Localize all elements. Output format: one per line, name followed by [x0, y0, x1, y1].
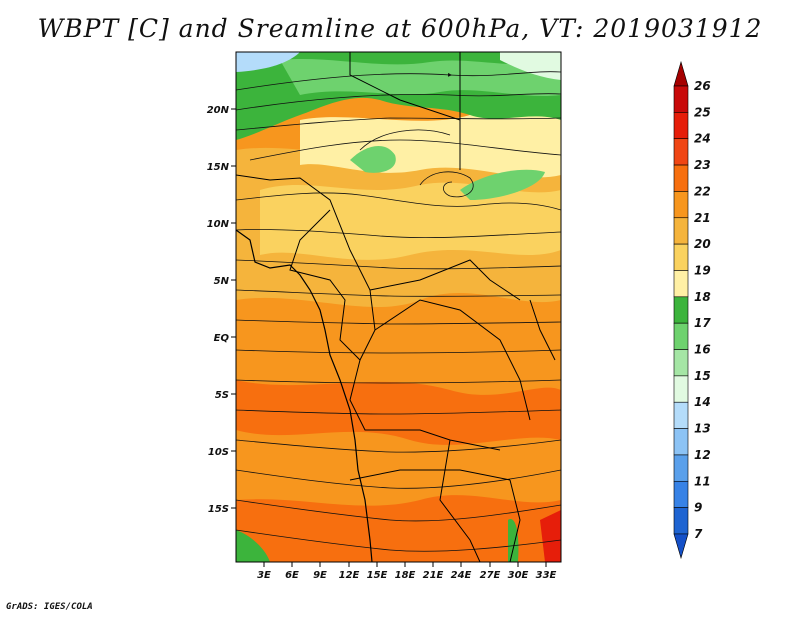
lon-tick-6e: 6E [285, 562, 299, 581]
colorbar-swatch [673, 138, 689, 166]
colorbar-label: 9 [694, 501, 702, 515]
colorbar-label: 22 [694, 184, 711, 198]
lon-tick-30e: 30E [508, 562, 529, 581]
colorbar-swatch [673, 375, 689, 403]
wbpt-region-21b [236, 430, 561, 506]
wbpt-region-17se [508, 519, 519, 562]
wbpt-region-13 [236, 52, 300, 72]
lat-label: EQ [214, 333, 230, 344]
colorbar-label: 11 [694, 474, 711, 488]
lon-tick-3e: 3E [257, 562, 271, 581]
wbpt-region-15 [500, 52, 561, 80]
lon-label: 12E [339, 570, 360, 581]
colorbar-swatch [673, 507, 689, 535]
colorbar-label: 26 [694, 79, 711, 93]
lon-label: 3E [257, 570, 271, 581]
colorbar-swatch [673, 428, 689, 456]
lon-label: 30E [508, 570, 529, 581]
wbpt-region-16b [350, 145, 396, 173]
lat-label: 10S [208, 447, 229, 458]
colorbar-label: 16 [694, 343, 711, 357]
colorbar-label: 13 [694, 422, 711, 436]
colorbar-swatch [673, 454, 689, 482]
map-plot-area [236, 52, 561, 562]
credit-text: GrADS: IGES/COLA [6, 602, 93, 612]
coastline [236, 229, 373, 562]
colorbar-label: 20 [694, 237, 711, 251]
lon-label: 6E [285, 570, 299, 581]
lat-tick-eq: EQ [214, 333, 236, 344]
colorbar-label: 18 [694, 290, 711, 304]
colorbar-swatch [673, 164, 689, 192]
colorbar-swatch [673, 217, 689, 245]
colorbar-label: 7 [694, 527, 703, 541]
colorbar-swatch [673, 296, 689, 324]
lat-tick-10n: 10N [207, 219, 236, 230]
lat-tick-15s: 15S [208, 504, 236, 515]
wbpt-region-16c [460, 169, 545, 200]
lat-tick-5n: 5N [214, 276, 236, 287]
colorbar-label: 25 [694, 105, 711, 119]
colorbar-swatch [673, 191, 689, 219]
colorbar-swatch [673, 349, 689, 377]
lat-label: 10N [207, 219, 230, 230]
lon-label: 9E [313, 570, 327, 581]
colorbar-label: 15 [694, 369, 711, 383]
colorbar-label: 23 [694, 158, 711, 172]
lon-tick-9e: 9E [313, 562, 327, 581]
lon-tick-12e: 12E [339, 562, 360, 581]
lat-tick-20n: 20N [207, 105, 236, 116]
colorbar-swatch [673, 85, 689, 113]
lon-label: 21E [423, 570, 444, 581]
colorbar-bottom-arrow [673, 533, 689, 560]
lon-tick-18e: 18E [395, 562, 416, 581]
colorbar-swatch [673, 480, 689, 508]
wbpt-region-24 [540, 510, 561, 562]
map-frame [235, 51, 562, 563]
wbpt-region-19 [260, 182, 561, 260]
colorbar-label: 21 [694, 211, 711, 225]
colorbar-swatch [673, 322, 689, 350]
lon-tick-15e: 15E [367, 562, 388, 581]
colorbar-label: 17 [694, 316, 711, 330]
colorbar-label: 24 [694, 132, 711, 146]
lat-label: 15S [208, 504, 229, 515]
lon-tick-24e: 24E [451, 562, 472, 581]
lat-tick-10s: 10S [208, 447, 236, 458]
colorbar-swatch [673, 401, 689, 429]
chart-title: WBPT [C] and Sreamline at 600hPa, VT: 20… [37, 14, 763, 43]
lon-label: 15E [367, 570, 388, 581]
colorbar-label: 12 [694, 448, 711, 462]
wbpt-region-17s [236, 530, 270, 562]
lat-tick-15n: 15N [207, 162, 236, 173]
country-borders [236, 52, 556, 562]
streamlines [236, 71, 561, 552]
lat-axis: 20N 15N 10N 5N EQ 5S 10S 15S [207, 105, 236, 515]
lon-axis: 3E 6E 9E 12E 15E 18E 21E 24E 27E 30E 33E [257, 562, 557, 581]
lon-label: 24E [451, 570, 472, 581]
colorbar-label: 14 [694, 395, 711, 409]
lon-tick-33e: 33E [536, 562, 557, 581]
lat-label: 5S [215, 390, 229, 401]
lon-tick-27e: 27E [480, 562, 501, 581]
lon-label: 33E [536, 570, 557, 581]
lon-tick-21e: 21E [423, 562, 444, 581]
colorbar-swatch [673, 243, 689, 271]
lat-label: 15N [207, 162, 230, 173]
lon-label: 18E [395, 570, 416, 581]
lat-label: 20N [207, 105, 230, 116]
colorbar: 26 25 24 23 22 21 20 19 18 17 16 15 14 13 12 11 9 7 [673, 60, 711, 560]
colorbar-swatch [673, 270, 689, 298]
lon-label: 27E [480, 570, 501, 581]
lat-tick-5s: 5S [215, 390, 236, 401]
lat-label: 5N [214, 276, 230, 287]
colorbar-swatch [673, 112, 689, 140]
colorbar-label: 19 [694, 263, 711, 277]
colorbar-top-arrow [673, 60, 689, 87]
